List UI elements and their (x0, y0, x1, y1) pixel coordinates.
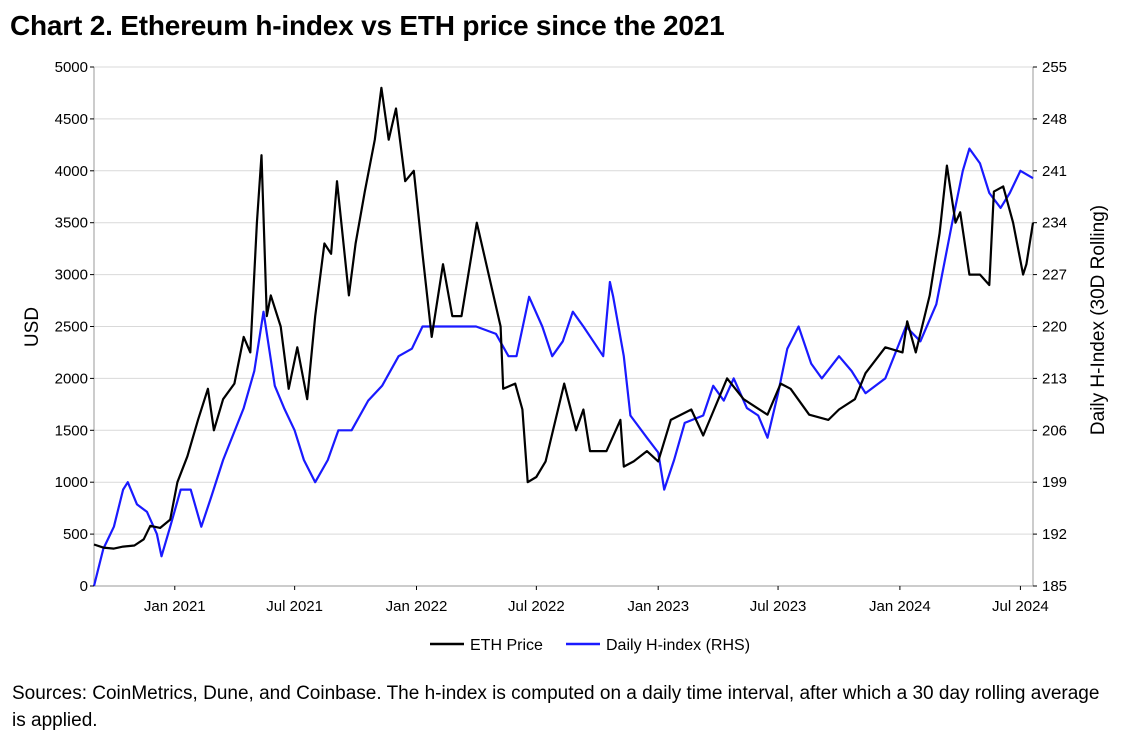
left-tick-label: 1000 (55, 474, 88, 491)
series-line-eth-price (93, 86, 1035, 550)
legend-label-h-index: Daily H-index (RHS) (606, 637, 750, 654)
x-tick-label: Jan 2023 (627, 598, 689, 615)
source-footnote: Sources: CoinMetrics, Dune, and Coinbase… (12, 683, 1100, 731)
right-tick-label: 248 (1042, 111, 1067, 128)
left-axis-title: USD (22, 307, 43, 347)
left-tick-label: 3000 (55, 267, 88, 284)
right-axis-title: Daily H-Index (30D Rolling) (1088, 205, 1109, 435)
x-axis-ticks: Jan 2021 Jul 2021 Jan 2022 Jul 2022 Jan 2023… (144, 586, 1049, 615)
legend-label-eth-price: ETH Price (470, 637, 543, 654)
chart-svg: 0 500 1000 1500 2000 2500 3000 3500 4000 4500 5000… (22, 59, 1109, 654)
right-tick-label: 241 (1042, 163, 1067, 180)
x-tick-label: Jul 2023 (750, 598, 807, 615)
right-tick-label: 227 (1042, 267, 1067, 284)
right-tick-label: 213 (1042, 370, 1067, 387)
x-tick-label: Jul 2021 (266, 598, 323, 615)
left-tick-label: 2500 (55, 319, 88, 336)
x-tick-label: Jan 2024 (869, 598, 931, 615)
x-tick-label: Jul 2022 (508, 598, 565, 615)
left-tick-label: 500 (63, 526, 88, 543)
left-tick-label: 5000 (55, 59, 88, 76)
right-tick-label: 192 (1042, 526, 1067, 543)
right-tick-label: 255 (1042, 59, 1067, 76)
left-axis-ticks: 0 500 1000 1500 2000 2500 3000 3500 4000 4500 5000 (55, 59, 94, 595)
left-tick-label: 3500 (55, 215, 88, 232)
right-axis-ticks: 185 192 199 206 213 220 227 234 241 248 255 (1033, 59, 1067, 595)
series-lines (92, 86, 1035, 587)
right-tick-label: 206 (1042, 422, 1067, 439)
right-tick-label: 220 (1042, 319, 1067, 336)
x-tick-label: Jul 2024 (992, 598, 1049, 615)
left-tick-label: 4000 (55, 163, 88, 180)
left-tick-label: 1500 (55, 422, 88, 439)
right-tick-label: 185 (1042, 578, 1067, 595)
chart-area: 0 500 1000 1500 2000 2500 3000 3500 4000 4500 5000… (0, 52, 1128, 672)
series-line-h-index (92, 147, 1034, 587)
right-tick-label: 234 (1042, 215, 1067, 232)
left-tick-label: 0 (80, 578, 88, 595)
left-tick-label: 2000 (55, 370, 88, 387)
chart-title: Chart 2. Ethereum h-index vs ETH price s… (10, 10, 725, 41)
x-tick-label: Jan 2022 (386, 598, 448, 615)
right-tick-label: 199 (1042, 474, 1067, 491)
grid-lines (94, 66, 1033, 587)
legend: ETH Price Daily H-index (RHS) (430, 637, 750, 654)
x-tick-label: Jan 2021 (144, 598, 206, 615)
left-tick-label: 4500 (55, 111, 88, 128)
